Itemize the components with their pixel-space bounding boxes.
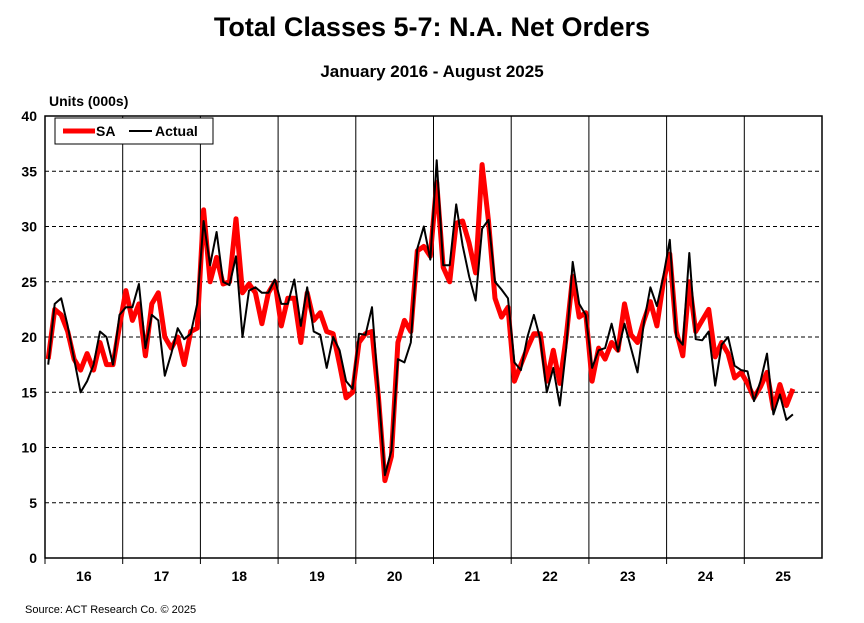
y-tick-label: 25 — [21, 274, 37, 290]
legend-label-sa: SA — [96, 123, 115, 139]
x-tick-label: 20 — [387, 568, 403, 584]
chart-title: Total Classes 5-7: N.A. Net Orders — [213, 12, 651, 42]
y-tick-label: 30 — [21, 219, 37, 235]
x-tick-label: 24 — [698, 568, 714, 584]
series-line-actual — [47, 159, 794, 477]
y-tick-label: 0 — [29, 550, 37, 566]
y-tick-label: 35 — [21, 163, 37, 179]
y-axis-label: Units (000s) — [49, 93, 129, 109]
legend-label-actual: Actual — [155, 123, 198, 139]
x-tick-label: 23 — [620, 568, 636, 584]
x-tick-label: 19 — [309, 568, 325, 584]
plot-border — [44, 115, 823, 559]
legend: SA Actual — [54, 117, 214, 145]
y-tick-label: 5 — [29, 495, 37, 511]
x-tick-label: 25 — [775, 568, 791, 584]
series-line-sa — [45, 162, 796, 484]
source-note: Source: ACT Research Co. © 2025 — [25, 604, 197, 616]
x-tick-label: 17 — [154, 568, 170, 584]
x-tick-label: 21 — [465, 568, 481, 584]
y-tick-label: 40 — [21, 108, 37, 124]
chart-subtitle: January 2016 - August 2025 — [320, 62, 544, 81]
x-tick-label: 16 — [76, 568, 92, 584]
x-tick-label: 22 — [542, 568, 558, 584]
y-tick-label: 10 — [21, 440, 37, 456]
y-tick-label: 15 — [21, 384, 37, 400]
x-tick-label: 18 — [231, 568, 247, 584]
y-tick-label: 20 — [21, 329, 37, 345]
